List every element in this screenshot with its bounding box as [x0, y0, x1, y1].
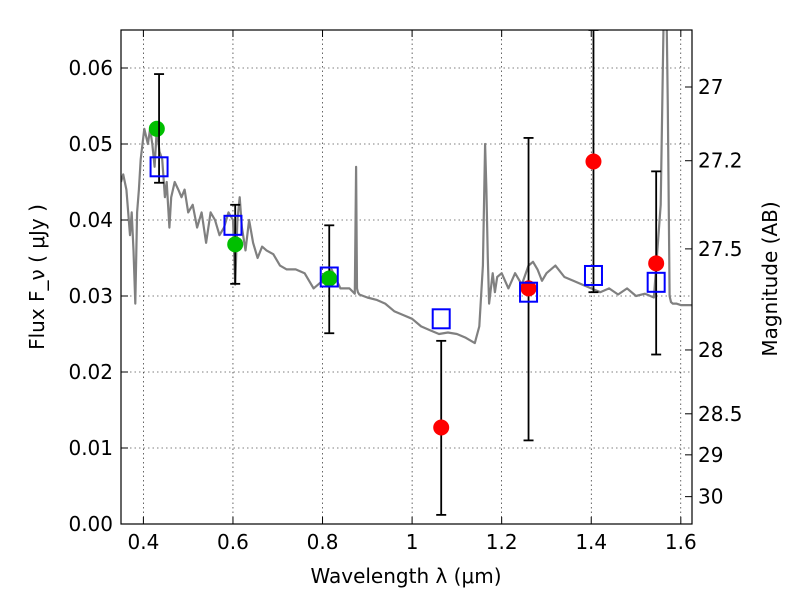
x-tick-label: 1.2	[486, 530, 518, 554]
y-tick-label: 0.06	[68, 56, 113, 80]
model-flux-square	[223, 214, 243, 236]
model-flux-square	[319, 266, 339, 288]
x-tick-label: 1.4	[575, 530, 607, 554]
grid-lines	[121, 30, 692, 525]
axes: 0.4 0.6 0.8 1 1.2 1.4 1.6 0.00 0.01 0.02 0.03 0.04 0…	[68, 30, 743, 554]
data-point	[321, 270, 338, 287]
data-point	[433, 419, 450, 436]
model-flux-square	[149, 156, 169, 178]
y2-tick-label: 28	[698, 338, 723, 362]
model-flux-square	[519, 281, 539, 303]
y-tick-label: 0.00	[68, 512, 113, 536]
y2-tick-label: 28.5	[698, 402, 743, 426]
y-tick-label: 0.05	[68, 132, 113, 156]
sed-model-line	[121, 30, 692, 345]
y-axis-label: Flux F_ν ( μJy )	[25, 204, 49, 350]
y-tick-label: 0.04	[68, 208, 113, 232]
y2-axis-label: Magnitude (AB)	[758, 201, 782, 356]
data-point	[648, 255, 665, 272]
plot-frame	[120, 29, 693, 525]
data-point	[585, 153, 602, 170]
model-flux-square	[431, 308, 451, 330]
y2-tick-label: 27.5	[698, 237, 743, 261]
x-tick-label: 1.6	[665, 530, 697, 554]
x-axis-label: Wavelength λ (μm)	[310, 564, 501, 588]
y2-tick-label: 27.2	[698, 149, 743, 173]
x-tick-label: 1	[406, 530, 419, 554]
y-tick-label: 0.01	[68, 436, 113, 460]
data-point	[227, 236, 244, 253]
plot-area	[121, 30, 692, 516]
y2-tick-label: 29	[698, 443, 723, 467]
x-tick-label: 0.8	[307, 530, 339, 554]
y2-tick-label: 27	[698, 75, 723, 99]
y-tick-label: 0.03	[68, 284, 113, 308]
model-flux-square	[583, 264, 603, 286]
model-flux-square	[646, 271, 666, 293]
y-tick-label: 0.02	[68, 360, 113, 384]
x-tick-label: 0.6	[217, 530, 249, 554]
y2-tick-label: 30	[698, 485, 723, 509]
data-point	[148, 120, 165, 137]
x-tick-label: 0.4	[127, 530, 159, 554]
